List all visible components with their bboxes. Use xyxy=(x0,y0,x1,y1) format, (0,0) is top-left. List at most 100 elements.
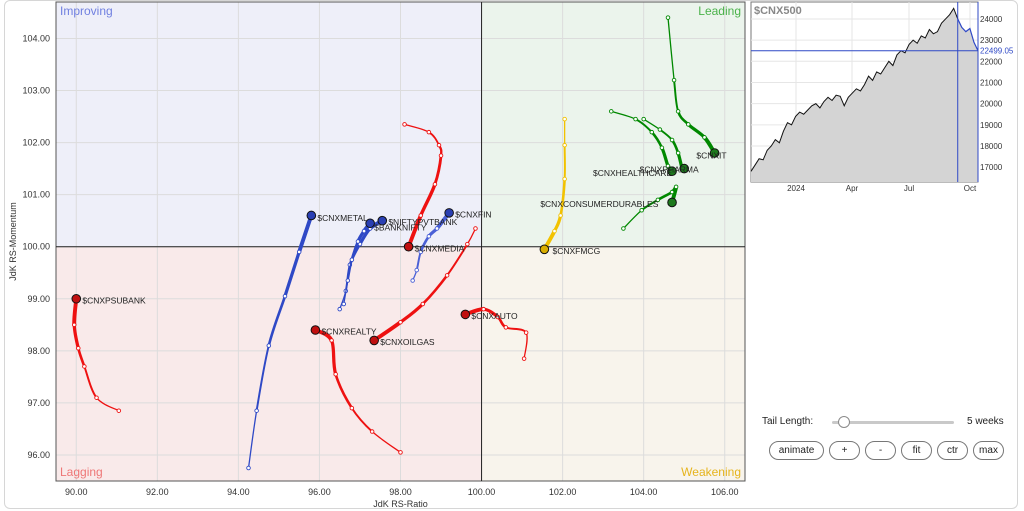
series-point xyxy=(665,15,671,20)
series-point xyxy=(296,249,302,255)
series-head-cnxhealthcare xyxy=(667,166,677,177)
series-head-cnxpsubank xyxy=(71,293,82,304)
series-head-cnxoilgas xyxy=(369,335,379,346)
series-label: $CNXAUTO xyxy=(471,311,518,321)
x-tick-label: 96.00 xyxy=(308,487,331,497)
series-label: $CNXOILGAS xyxy=(380,337,435,347)
x-tick-label: 106.00 xyxy=(711,487,739,497)
plot-border xyxy=(55,1,746,482)
center-button[interactable]: ctr xyxy=(937,441,968,460)
series-point xyxy=(333,372,338,377)
series-line-cnxmetal xyxy=(283,250,301,298)
y-tick-label: 97.00 xyxy=(27,398,50,408)
x-tick-label: 100.00 xyxy=(468,487,496,497)
series-line-cnxoilgas xyxy=(421,274,449,306)
series-point xyxy=(246,465,251,471)
series-point xyxy=(434,226,440,231)
series-label: $CNXPHARMA xyxy=(640,165,699,175)
y-axis-title: JdK RS-Momentum xyxy=(8,202,18,281)
series-line-cnxrealty xyxy=(350,407,374,433)
y-tick-label: 103.00 xyxy=(22,86,50,96)
series-point xyxy=(655,197,661,203)
series-point xyxy=(254,408,259,413)
y-tick-label: 101.00 xyxy=(22,190,50,200)
inset-y-tick-label: 22000 xyxy=(980,57,1003,66)
series-point xyxy=(621,226,626,231)
series-point xyxy=(426,129,432,135)
tail-length-slider[interactable] xyxy=(832,416,954,428)
x-tick-label: 102.00 xyxy=(549,487,577,497)
series-point xyxy=(94,395,99,400)
series-head-cnxit xyxy=(709,148,720,158)
series-point xyxy=(481,306,486,312)
series-label: $CNXMETAL xyxy=(317,213,368,223)
series-point xyxy=(675,109,681,114)
series-head-cnxfin xyxy=(444,208,454,218)
tail-length-slider-handle[interactable] xyxy=(838,416,851,428)
x-axis-title: JdK RS-Ratio xyxy=(373,499,428,509)
zoom-in-button[interactable]: + xyxy=(829,441,860,460)
series-point xyxy=(675,150,681,156)
animate-button[interactable]: animate xyxy=(769,441,824,460)
series-point xyxy=(355,239,361,244)
zoom-out-button[interactable]: - xyxy=(865,441,896,460)
series-label: $CNXIT xyxy=(696,151,726,161)
series-line-cnxoilgas xyxy=(446,243,469,277)
series-point xyxy=(82,364,87,369)
series-point xyxy=(116,408,122,413)
series-head-cnxrealty xyxy=(310,325,321,335)
max-button[interactable]: max xyxy=(973,441,1004,460)
series-point xyxy=(349,405,355,411)
inset-last-value: 22499.05 xyxy=(980,47,1014,56)
inset-y-tick-label: 23000 xyxy=(980,36,1003,45)
x-tick-label: 104.00 xyxy=(630,487,658,497)
inset-y-tick-label: 21000 xyxy=(980,78,1003,87)
series-line-cnxmetal xyxy=(247,410,258,469)
series-point xyxy=(562,116,567,122)
series-point xyxy=(432,181,438,187)
series-head-cnxfmcg xyxy=(539,244,550,255)
inset-title: $CNX500 xyxy=(754,5,802,17)
series-point xyxy=(503,325,509,330)
series-point xyxy=(669,137,675,143)
y-tick-label: 104.00 xyxy=(22,33,50,43)
series-point xyxy=(420,301,426,307)
series-point xyxy=(523,330,529,335)
series-point xyxy=(414,267,419,273)
y-tick-label: 96.00 xyxy=(27,450,50,460)
series-head-banknifty xyxy=(365,218,375,229)
series-point xyxy=(76,345,81,351)
quadrant-leading xyxy=(481,2,745,247)
series-line-cnxmetal xyxy=(267,294,287,347)
series-point xyxy=(361,228,367,234)
series-point xyxy=(659,145,665,151)
series-point xyxy=(521,356,527,361)
series-point xyxy=(495,314,501,320)
inset-x-tick-label: 2024 xyxy=(787,184,805,193)
y-tick-label: 98.00 xyxy=(27,346,50,356)
quadrant-improving xyxy=(56,2,482,247)
inset-y-tick-label: 20000 xyxy=(980,100,1003,109)
x-tick-label: 98.00 xyxy=(389,487,412,497)
inset-y-tick-label: 24000 xyxy=(980,15,1003,24)
chart-controls: animate + - fit ctr max xyxy=(769,441,1004,460)
series-line-cnxfmcg xyxy=(559,177,566,217)
tail-length-value: 5 weeks xyxy=(967,416,1004,427)
series-point xyxy=(665,163,671,169)
inset-y-tick-label: 19000 xyxy=(980,121,1003,130)
series-label: $CNXPSUBANK xyxy=(82,295,146,305)
inset-y-tick-label: 18000 xyxy=(980,142,1003,151)
x-tick-label: 90.00 xyxy=(65,487,88,497)
series-point xyxy=(669,189,675,195)
quadrant-weakening xyxy=(481,246,745,481)
quadrant-label-weakening: Weakening xyxy=(681,465,741,479)
y-tick-label: 102.00 xyxy=(22,138,50,148)
series-head-cnxpharma xyxy=(679,163,690,174)
series-head-cnxauto xyxy=(460,309,471,320)
quadrant-label-improving: Improving xyxy=(60,4,113,18)
series-point xyxy=(418,249,424,255)
series-point xyxy=(266,343,272,348)
fit-button[interactable]: fit xyxy=(901,441,932,460)
series-point xyxy=(657,127,663,132)
